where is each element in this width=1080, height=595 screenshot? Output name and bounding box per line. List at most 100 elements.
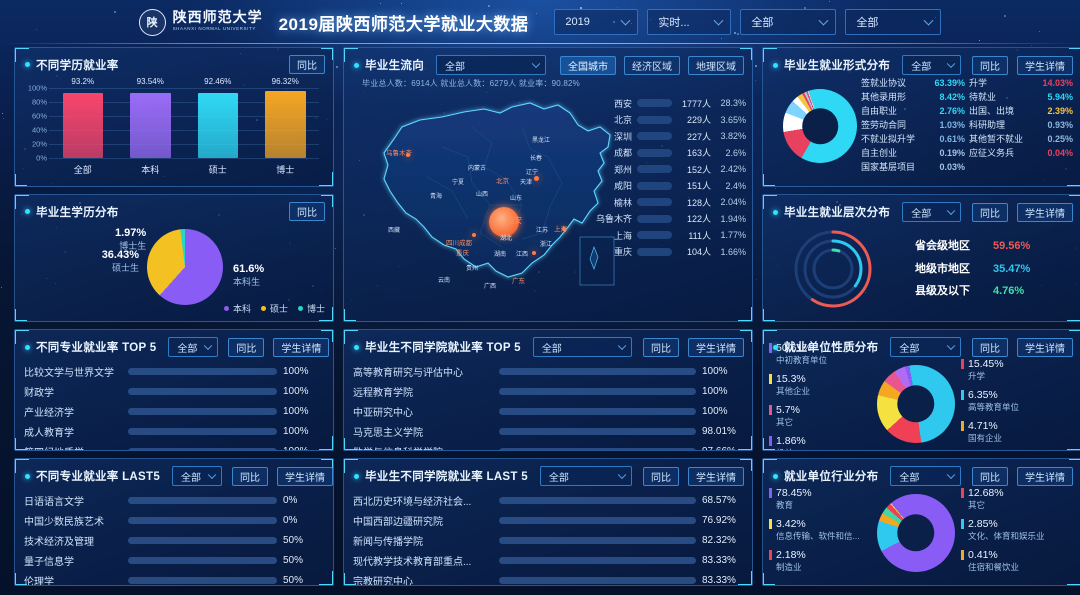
rank-row[interactable]: 新闻与传播学院 82.32% — [353, 530, 744, 550]
student-detail-button[interactable]: 学生详情 — [277, 467, 333, 486]
legend-item[interactable]: 5.7% 其它 — [769, 404, 877, 428]
rank-row[interactable]: 数学与信息科学学院 97.66% — [353, 441, 744, 451]
legend-item[interactable]: 15.3% 其他企业 — [769, 373, 877, 397]
level-row[interactable]: 省会级地区 59.56% — [915, 235, 1080, 258]
employment-form-select[interactable]: 全部 — [902, 55, 961, 75]
legend-item[interactable]: 3.42% 信息传输、软件和信... — [769, 518, 877, 542]
tab-economic-regions[interactable]: 经济区域 — [624, 56, 680, 75]
student-detail-button[interactable]: 学生详情 — [1017, 56, 1073, 75]
city-row[interactable]: 榆林 128人 2.04% — [596, 194, 746, 211]
compare-button[interactable]: 同比 — [289, 202, 325, 221]
college-last5-select[interactable]: 全部 — [540, 466, 632, 486]
map-marker-beijing[interactable] — [534, 176, 539, 181]
legend-item[interactable]: 1.86% 机关 — [769, 435, 877, 451]
legend-row[interactable]: 国家基层项目 0.03% — [861, 161, 965, 175]
legend-item[interactable]: 15.45% 升学 — [961, 358, 1069, 382]
rank-row[interactable]: 第四纪地质学 100% — [24, 441, 325, 451]
legend-item[interactable]: 博士 — [298, 302, 325, 315]
city-row[interactable]: 咸阳 151人 2.4% — [596, 178, 746, 195]
legend-item[interactable]: 硕士 — [261, 302, 288, 315]
major-last5-select[interactable]: 全部 — [172, 466, 222, 486]
tab-geographic-regions[interactable]: 地理区域 — [688, 56, 744, 75]
legend-row[interactable]: 签就业协议 63.39% — [861, 77, 965, 91]
employment-level-select[interactable]: 全部 — [902, 202, 961, 222]
legend-row[interactable]: 待就业 5.94% — [969, 91, 1073, 105]
rank-row[interactable]: 现代教学技术教育部重点... 83.33% — [353, 550, 744, 570]
city-row[interactable]: 成都 163人 2.6% — [596, 145, 746, 162]
legend-item[interactable]: 2.18% 制造业 — [769, 549, 877, 573]
rank-row[interactable]: 技术经济及管理 50% — [24, 530, 325, 550]
legend-row[interactable]: 应征义务兵 0.04% — [969, 147, 1073, 161]
city-row[interactable]: 深圳 227人 3.82% — [596, 128, 746, 145]
compare-button[interactable]: 同比 — [972, 338, 1008, 357]
rank-row[interactable]: 成人教育学 100% — [24, 421, 325, 441]
student-detail-button[interactable]: 学生详情 — [1017, 203, 1073, 222]
student-detail-button[interactable]: 学生详情 — [1017, 467, 1073, 486]
rank-row[interactable]: 日语语言文学 0% — [24, 490, 325, 510]
legend-row[interactable]: 科研助理 0.93% — [969, 119, 1073, 133]
compare-button[interactable]: 同比 — [643, 467, 679, 486]
legend-item[interactable]: 0.41% 住宿和餐饮业 — [961, 549, 1069, 573]
compare-button[interactable]: 同比 — [643, 338, 679, 357]
compare-button[interactable]: 同比 — [972, 56, 1008, 75]
rank-row[interactable]: 比较文学与世界文学 100% — [24, 361, 325, 381]
year-select[interactable]: 2019 — [554, 9, 638, 35]
bar-column[interactable]: 93.2% — [63, 88, 104, 158]
city-row[interactable]: 乌鲁木齐 122人 1.94% — [596, 211, 746, 228]
compare-button[interactable]: 同比 — [289, 55, 325, 74]
major-top5-select[interactable]: 全部 — [168, 337, 218, 357]
legend-row[interactable]: 升学 14.03% — [969, 77, 1073, 91]
student-detail-button[interactable]: 学生详情 — [688, 338, 744, 357]
bar-column[interactable]: 93.54% — [130, 88, 171, 158]
legend-row[interactable]: 签劳动合同 1.03% — [861, 119, 965, 133]
city-row[interactable]: 重庆 104人 1.66% — [596, 244, 746, 261]
compare-button[interactable]: 同比 — [972, 203, 1008, 222]
level-row[interactable]: 县级及以下 4.76% — [915, 280, 1080, 303]
unit-industry-select[interactable]: 全部 — [890, 466, 961, 486]
rank-row[interactable]: 财政学 100% — [24, 381, 325, 401]
rank-row[interactable]: 中国少数民族艺术 0% — [24, 510, 325, 530]
city-row[interactable]: 上海 111人 1.77% — [596, 227, 746, 244]
legend-row[interactable]: 自由职业 2.76% — [861, 105, 965, 119]
legend-row[interactable]: 不就业拟升学 0.61% — [861, 133, 965, 147]
legend-row[interactable]: 出国、出境 2.39% — [969, 105, 1073, 119]
city-row[interactable]: 西安 1777人 28.3% — [596, 95, 746, 112]
rank-row[interactable]: 中亚研究中心 100% — [353, 401, 744, 421]
city-row[interactable]: 北京 229人 3.65% — [596, 112, 746, 129]
map-marker-shenzhen[interactable] — [532, 251, 536, 255]
rank-row[interactable]: 高等教育研究与评估中心 100% — [353, 361, 744, 381]
compare-button[interactable]: 同比 — [228, 338, 264, 357]
legend-row[interactable]: 其他录用形 8.42% — [861, 91, 965, 105]
rank-row[interactable]: 伦理学 50% — [24, 570, 325, 586]
scope1-select[interactable]: 全部 — [740, 9, 836, 35]
bar-column[interactable]: 92.46% — [198, 88, 239, 158]
level-row[interactable]: 地级市地区 35.47% — [915, 258, 1080, 281]
city-row[interactable]: 郑州 152人 2.42% — [596, 161, 746, 178]
compare-button[interactable]: 同比 — [972, 467, 1008, 486]
scope2-select[interactable]: 全部 — [845, 9, 941, 35]
flow-scope-select[interactable]: 全部 — [436, 55, 546, 75]
legend-item[interactable]: 12.68% 其它 — [961, 487, 1069, 511]
college-top5-select[interactable]: 全部 — [533, 337, 632, 357]
legend-item[interactable]: 本科 — [224, 302, 251, 315]
legend-item[interactable]: 6.35% 高等教育单位 — [961, 389, 1069, 413]
legend-item[interactable]: 4.71% 国有企业 — [961, 420, 1069, 444]
compare-button[interactable]: 同比 — [232, 467, 268, 486]
student-detail-button[interactable]: 学生详情 — [1017, 338, 1073, 357]
student-detail-button[interactable]: 学生详情 — [688, 467, 744, 486]
student-detail-button[interactable]: 学生详情 — [273, 338, 329, 357]
rank-row[interactable]: 产业经济学 100% — [24, 401, 325, 421]
bar-column[interactable]: 96.32% — [265, 88, 306, 158]
rank-row[interactable]: 马克思主义学院 98.01% — [353, 421, 744, 441]
map-marker-chengdu[interactable] — [472, 233, 476, 237]
rank-row[interactable]: 中国西部边疆研究院 76.92% — [353, 510, 744, 530]
mode-select[interactable]: 实时... — [647, 9, 731, 35]
tab-national-cities[interactable]: 全国城市 — [560, 56, 616, 75]
rank-row[interactable]: 宗教研究中心 83.33% — [353, 570, 744, 586]
legend-row[interactable]: 自主创业 0.19% — [861, 147, 965, 161]
legend-item[interactable]: 78.45% 教育 — [769, 487, 877, 511]
legend-row[interactable]: 其他暂不就业 0.25% — [969, 133, 1073, 147]
rank-row[interactable]: 西北历史环境与经济社会... 68.57% — [353, 490, 744, 510]
unit-nature-select[interactable]: 全部 — [890, 337, 961, 357]
rank-row[interactable]: 量子信息学 50% — [24, 550, 325, 570]
